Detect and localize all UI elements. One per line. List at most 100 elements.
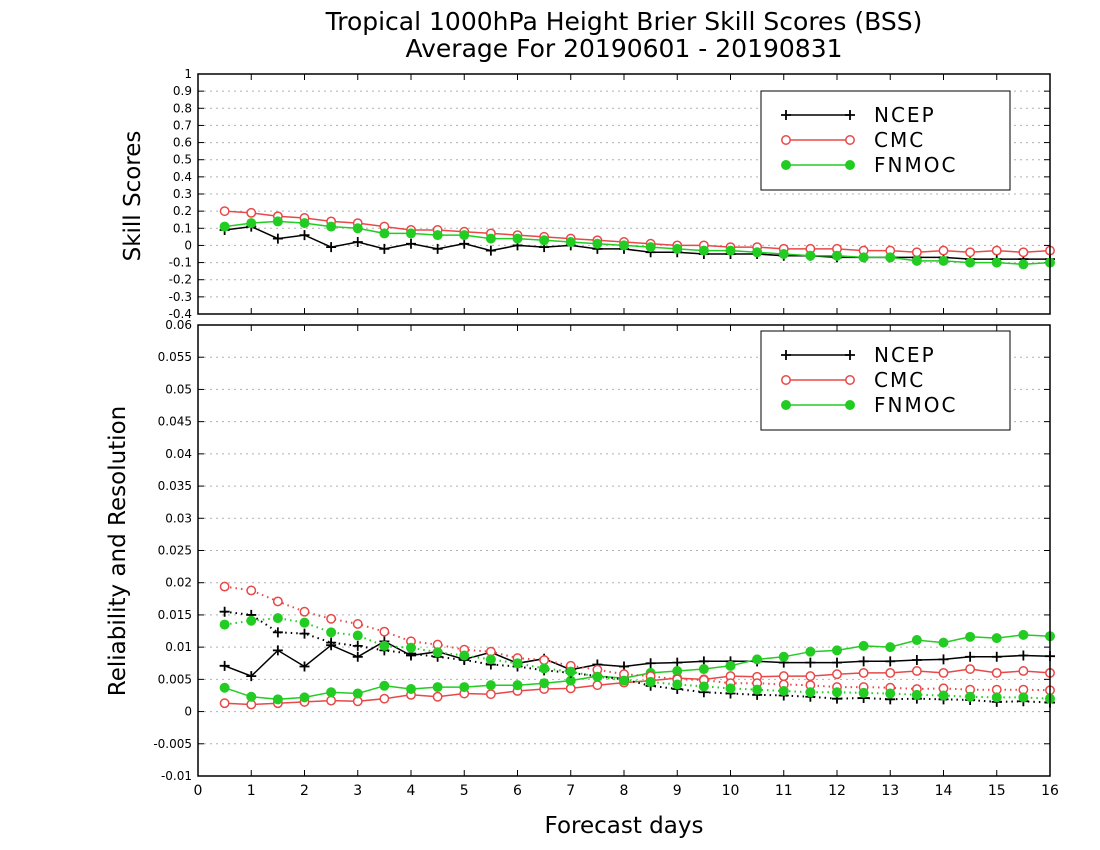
bottom-point-cmc <box>326 613 337 624</box>
bottom-y-tick-label: 0.03 <box>165 511 192 525</box>
bottom-point-fnmoc <box>246 615 257 626</box>
top-y-axis-label: Skill Scores <box>120 131 146 262</box>
bottom-panel-frame <box>197 324 1051 777</box>
top-legend-marker-fnmoc <box>845 160 855 170</box>
top-point-fnmoc <box>938 255 949 266</box>
x-tick-label: 15 <box>988 783 1006 799</box>
top-point-ncep <box>379 243 390 254</box>
top-series-fnmoc-solid <box>219 216 1055 270</box>
bottom-point-cmc <box>832 669 842 680</box>
top-point-fnmoc <box>565 237 576 247</box>
bottom-point-cmc <box>991 667 1002 678</box>
top-point-fnmoc <box>379 228 390 239</box>
bottom-point-cmc <box>379 693 390 704</box>
bottom-point-fnmoc <box>299 617 310 628</box>
top-point-ncep <box>272 233 283 244</box>
bottom-point-ncep <box>672 657 683 668</box>
x-tick-label: 9 <box>673 783 682 799</box>
x-axis-label: Forecast days <box>545 813 704 839</box>
bottom-point-fnmoc <box>539 663 550 674</box>
bottom-point-fnmoc <box>299 692 310 703</box>
bottom-point-cmc <box>778 671 789 682</box>
bottom-point-fnmoc <box>352 688 363 699</box>
x-tick-label: 8 <box>620 783 629 799</box>
bottom-point-fnmoc <box>698 681 709 692</box>
bottom-point-cmc <box>592 680 603 691</box>
top-point-fnmoc <box>805 250 816 261</box>
bottom-point-fnmoc <box>672 679 683 690</box>
bottom-point-fnmoc <box>938 690 949 701</box>
bottom-point-ncep <box>645 658 656 669</box>
bottom-y-axis-label: Reliability and Resolution <box>105 406 131 696</box>
x-tick-label: 7 <box>566 783 575 799</box>
bottom-point-cmc <box>246 585 257 596</box>
bottom-point-ncep <box>272 627 283 638</box>
bottom-point-ncep <box>858 656 869 667</box>
bottom-point-ncep <box>885 656 896 667</box>
x-tick-label: 3 <box>353 783 362 799</box>
top-point-fnmoc <box>432 230 443 241</box>
bottom-point-fnmoc <box>432 647 443 658</box>
top-point-ncep <box>459 238 470 249</box>
top-point-ncep <box>299 230 310 241</box>
bottom-legend-entry-fnmoc: FNMOC <box>781 393 957 417</box>
bottom-point-fnmoc <box>485 654 496 665</box>
top-point-fnmoc <box>352 223 363 234</box>
bottom-legend-marker-cmc <box>845 375 855 385</box>
top-point-fnmoc <box>752 247 763 258</box>
bottom-y-tick-label: 0.035 <box>158 479 192 493</box>
bottom-point-fnmoc <box>219 682 230 693</box>
bottom-point-fnmoc <box>645 676 656 687</box>
bottom-point-ncep <box>991 651 1002 662</box>
top-y-tick-label: 0.9 <box>173 84 192 98</box>
x-tick-label: 6 <box>513 783 522 799</box>
top-point-fnmoc <box>512 233 523 244</box>
bottom-point-fnmoc <box>1018 629 1029 640</box>
top-point-fnmoc <box>778 249 789 259</box>
chart-title-line2: Average For 20190601 - 20190831 <box>405 34 842 63</box>
bottom-point-fnmoc <box>698 664 709 675</box>
bottom-point-fnmoc <box>406 642 416 653</box>
top-point-fnmoc <box>965 257 976 268</box>
bottom-y-tick-label: 0.015 <box>158 608 192 622</box>
bottom-legend-marker-fnmoc <box>781 400 791 410</box>
bottom-point-fnmoc <box>858 640 869 651</box>
top-point-fnmoc <box>645 242 656 253</box>
bottom-point-fnmoc <box>379 640 390 651</box>
bottom-y-tick-label: 0.01 <box>165 640 192 654</box>
top-point-fnmoc <box>1018 259 1029 270</box>
bottom-y-tick-label: -0.005 <box>153 737 192 751</box>
bottom-point-fnmoc <box>991 633 1002 644</box>
top-point-cmc <box>911 247 922 258</box>
bottom-panel-x-ticks: 0 1 2 3 4 5 6 7 8 9 10 11 12 13 14 15 16 <box>194 325 1059 799</box>
bottom-point-fnmoc <box>326 627 337 638</box>
bottom-point-fnmoc <box>512 658 523 669</box>
x-tick-label: 0 <box>194 783 203 799</box>
bottom-legend-label-fnmoc: FNMOC <box>874 393 957 417</box>
bottom-point-fnmoc <box>272 694 283 705</box>
bottom-point-ncep <box>911 655 922 666</box>
top-y-tick-label: 0.1 <box>173 221 192 235</box>
top-point-ncep <box>485 245 496 256</box>
bottom-point-fnmoc <box>485 680 496 691</box>
bottom-point-fnmoc <box>832 687 842 698</box>
top-point-fnmoc <box>832 250 842 261</box>
top-point-fnmoc <box>911 255 922 266</box>
top-legend-label-cmc: CMC <box>874 128 925 152</box>
bottom-point-cmc <box>938 667 949 678</box>
top-point-fnmoc <box>592 238 603 249</box>
bottom-point-cmc <box>326 695 337 706</box>
bottom-point-fnmoc <box>619 675 629 686</box>
bottom-point-fnmoc <box>885 688 896 699</box>
top-y-tick-label: 0.6 <box>173 136 192 150</box>
top-point-fnmoc <box>698 245 709 256</box>
x-tick-label: 4 <box>407 783 416 799</box>
bottom-point-cmc <box>805 671 816 682</box>
x-tick-label: 1 <box>247 783 256 799</box>
x-tick-label: 5 <box>460 783 469 799</box>
bottom-y-tick-label: 0.06 <box>165 318 192 332</box>
top-legend-marker-cmc <box>781 135 791 145</box>
